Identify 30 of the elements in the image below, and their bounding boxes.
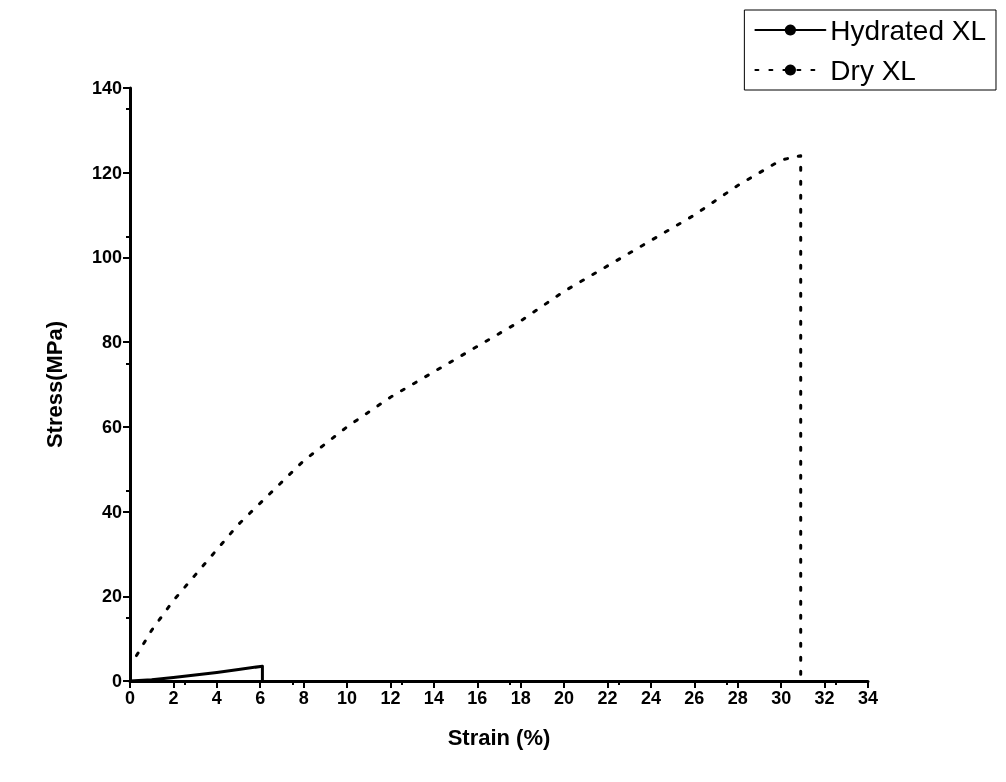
x-axis-title: Strain (%) — [447, 724, 551, 750]
x-tick-label: 26 — [684, 688, 705, 708]
x-tick-label: 2 — [168, 688, 179, 708]
x-tick-label: 0 — [124, 688, 136, 708]
y-tick-label: 120 — [91, 162, 122, 183]
y-tick-label: 100 — [91, 247, 122, 268]
legend-label: Dry XL — [830, 54, 916, 86]
x-tick-label: 30 — [771, 688, 792, 708]
x-tick-label: 10 — [337, 688, 358, 708]
x-tick-label: 18 — [510, 688, 531, 708]
x-tick-label: 6 — [255, 688, 266, 708]
y-tick-label: 20 — [101, 586, 122, 607]
y-axis-title: Stress(MPa) — [41, 320, 67, 449]
x-tick-label: 24 — [640, 688, 661, 708]
x-tick-label: 8 — [298, 688, 309, 708]
y-tick-label: 0 — [111, 671, 122, 691]
x-tick-label: 22 — [597, 688, 618, 708]
x-tick-label: 32 — [814, 688, 835, 708]
legend-label: Hydrated XL — [830, 14, 986, 46]
y-tick-label: 60 — [101, 416, 122, 437]
x-tick-label: 16 — [467, 688, 488, 708]
y-tick-label: 40 — [101, 501, 122, 522]
x-tick-label: 28 — [727, 688, 748, 708]
x-tick-label: 12 — [380, 688, 401, 708]
x-tick-label: 4 — [211, 688, 222, 708]
x-tick-label: 34 — [857, 688, 879, 708]
x-tick-label: 14 — [423, 688, 444, 708]
y-tick-label: 80 — [101, 332, 122, 353]
x-tick-label: 20 — [554, 688, 575, 708]
y-tick-label: 140 — [91, 78, 122, 98]
